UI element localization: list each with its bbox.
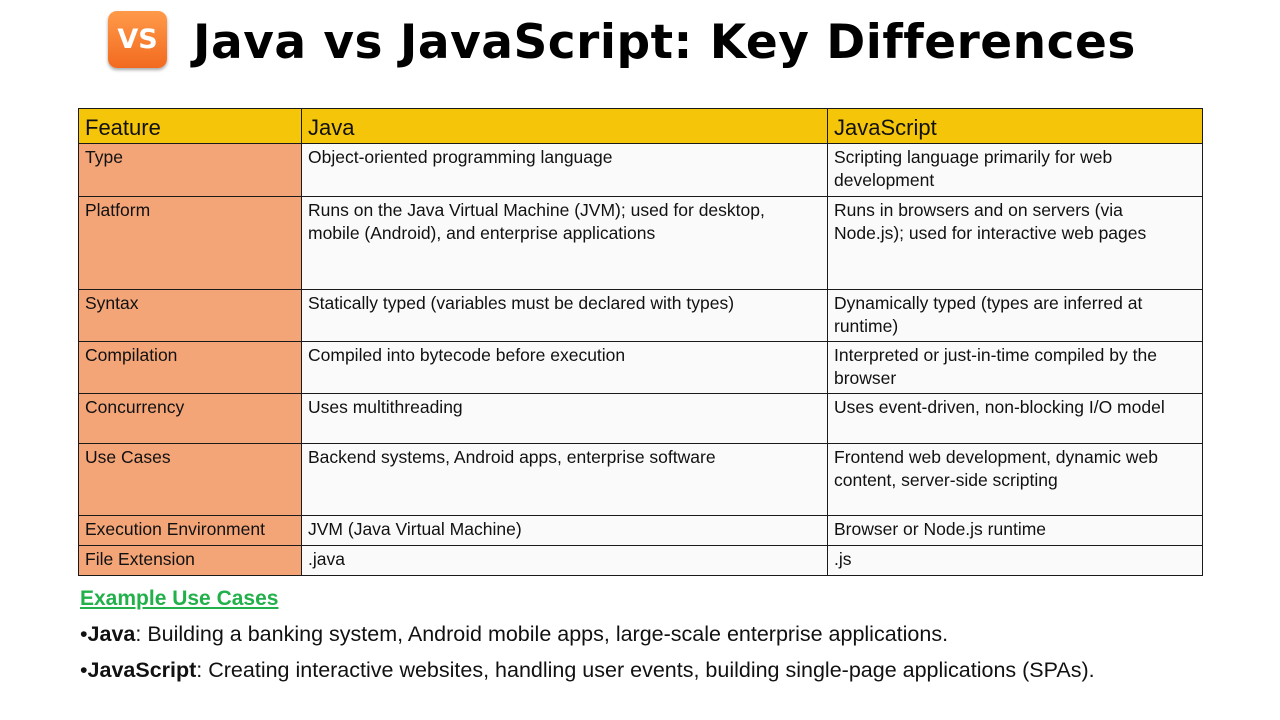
example-label: Java bbox=[87, 622, 136, 646]
example-text: : Building a banking system, Android mob… bbox=[135, 622, 949, 646]
column-header-java: Java bbox=[301, 108, 828, 144]
table-header-row: Feature Java JavaScript bbox=[78, 108, 1203, 144]
example-item-java: •Java: Building a banking system, Androi… bbox=[80, 620, 1190, 648]
vs-logo-icon: VS bbox=[108, 11, 167, 68]
javascript-cell: Interpreted or just-in-time compiled by … bbox=[827, 341, 1203, 394]
javascript-cell: Dynamically typed (types are inferred at… bbox=[827, 289, 1203, 342]
table-row: Use Cases Backend systems, Android apps,… bbox=[78, 443, 1203, 516]
table-row: Syntax Statically typed (variables must … bbox=[78, 289, 1203, 342]
column-header-feature: Feature bbox=[78, 108, 302, 144]
table-row: Type Object-oriented programming languag… bbox=[78, 143, 1203, 197]
example-text: : Creating interactive websites, handlin… bbox=[196, 658, 1095, 682]
feature-cell: Use Cases bbox=[78, 443, 302, 516]
javascript-cell: Uses event-driven, non-blocking I/O mode… bbox=[827, 393, 1203, 444]
javascript-cell: Browser or Node.js runtime bbox=[827, 515, 1203, 546]
java-cell: Uses multithreading bbox=[301, 393, 828, 444]
feature-cell: Platform bbox=[78, 196, 302, 290]
column-header-javascript: JavaScript bbox=[827, 108, 1203, 144]
javascript-cell: .js bbox=[827, 545, 1203, 576]
example-item-javascript: •JavaScript: Creating interactive websit… bbox=[80, 656, 1190, 684]
java-cell: Runs on the Java Virtual Machine (JVM); … bbox=[301, 196, 828, 290]
javascript-cell: Scripting language primarily for web dev… bbox=[827, 143, 1203, 197]
table-row: Compilation Compiled into bytecode befor… bbox=[78, 341, 1203, 394]
table-row: Concurrency Uses multithreading Uses eve… bbox=[78, 393, 1203, 444]
javascript-cell: Runs in browsers and on servers (via Nod… bbox=[827, 196, 1203, 290]
java-cell: Backend systems, Android apps, enterpris… bbox=[301, 443, 828, 516]
java-cell: Object-oriented programming language bbox=[301, 143, 828, 197]
feature-cell: File Extension bbox=[78, 545, 302, 576]
example-label: JavaScript bbox=[87, 658, 197, 682]
bullet: • bbox=[80, 622, 88, 646]
bullet: • bbox=[80, 658, 88, 682]
page-title: Java vs JavaScript: Key Differences bbox=[193, 15, 1136, 70]
java-cell: JVM (Java Virtual Machine) bbox=[301, 515, 828, 546]
java-cell: Compiled into bytecode before execution bbox=[301, 341, 828, 394]
feature-cell: Compilation bbox=[78, 341, 302, 394]
table-row: Platform Runs on the Java Virtual Machin… bbox=[78, 196, 1203, 290]
table-row: File Extension .java .js bbox=[78, 545, 1203, 576]
table-row: Execution Environment JVM (Java Virtual … bbox=[78, 515, 1203, 546]
feature-cell: Syntax bbox=[78, 289, 302, 342]
java-cell: Statically typed (variables must be decl… bbox=[301, 289, 828, 342]
comparison-table: Feature Java JavaScript Type Object-orie… bbox=[78, 108, 1203, 576]
feature-cell: Concurrency bbox=[78, 393, 302, 444]
example-use-cases-heading: Example Use Cases bbox=[80, 587, 279, 610]
javascript-cell: Frontend web development, dynamic web co… bbox=[827, 443, 1203, 516]
java-cell: .java bbox=[301, 545, 828, 576]
feature-cell: Execution Environment bbox=[78, 515, 302, 546]
feature-cell: Type bbox=[78, 143, 302, 197]
vs-logo-text: VS bbox=[117, 24, 158, 55]
